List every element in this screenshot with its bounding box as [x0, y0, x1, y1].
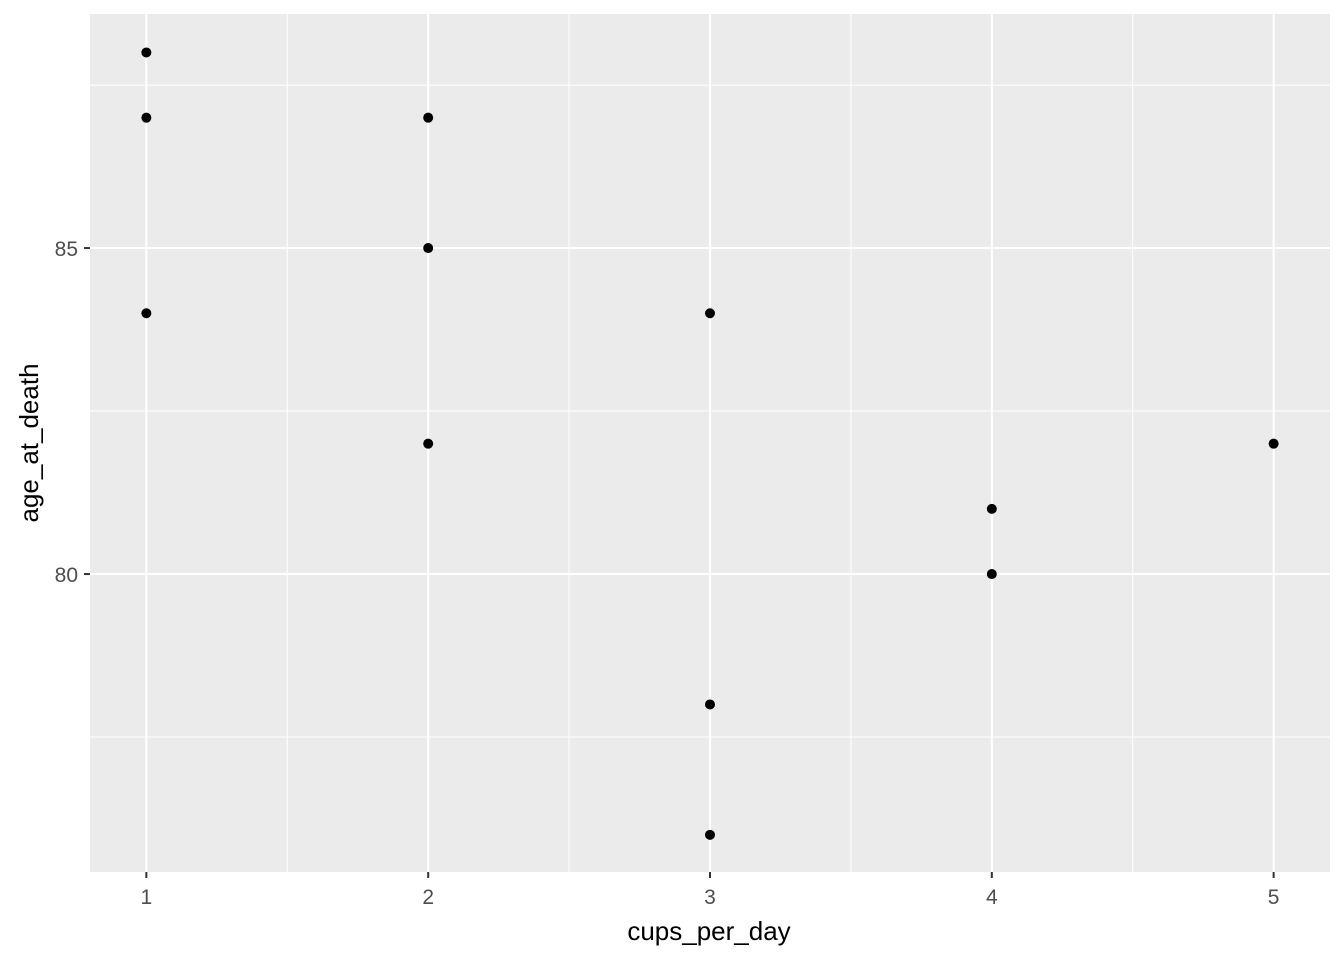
x-tick-label: 5 [1268, 886, 1280, 909]
axes: 1 2 3 4 5 80 85 [55, 238, 1280, 909]
data-point [423, 112, 434, 123]
x-tick-label: 4 [986, 886, 998, 909]
data-point [705, 699, 715, 710]
data-point [705, 829, 715, 840]
x-tick-label: 1 [141, 886, 153, 909]
x-tick-label: 2 [422, 886, 434, 909]
data-point [141, 47, 152, 58]
y-axis-label: age_at_death [14, 363, 44, 522]
data-point [1268, 438, 1279, 449]
data-point [423, 438, 434, 449]
points [141, 47, 1279, 840]
data-point [986, 503, 997, 514]
y-tick-label: 80 [55, 564, 78, 587]
y-tick-label: 85 [55, 238, 78, 261]
x-axis-label: cups_per_day [627, 916, 790, 946]
data-point [705, 308, 715, 319]
data-point [141, 112, 152, 123]
data-point [986, 569, 997, 580]
grid [90, 14, 1330, 872]
data-point [423, 243, 434, 254]
data-point [141, 308, 152, 319]
x-tick-label: 3 [704, 886, 716, 909]
